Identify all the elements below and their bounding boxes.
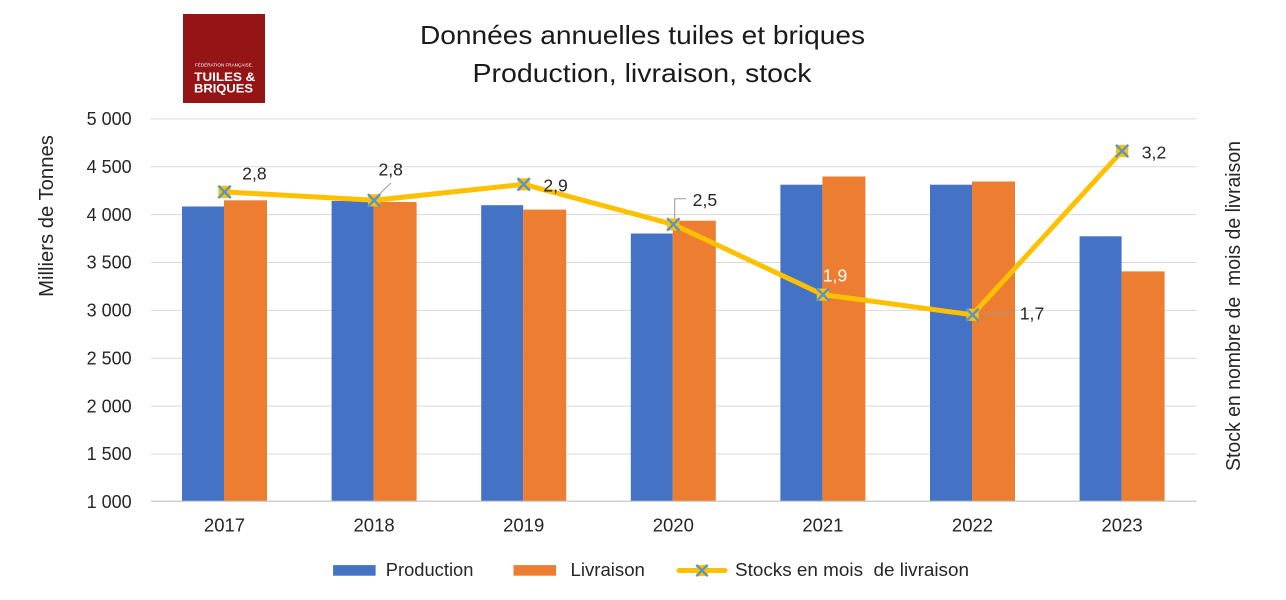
- svg-text:2019: 2019: [503, 515, 544, 536]
- svg-text:2,8: 2,8: [378, 160, 403, 180]
- svg-text:2021: 2021: [802, 515, 843, 536]
- svg-text:FÉDÉRATION FRANÇAISE.: FÉDÉRATION FRANÇAISE.: [195, 62, 253, 68]
- svg-text:2,9: 2,9: [543, 175, 567, 195]
- svg-text:Production: Production: [386, 560, 474, 580]
- svg-text:Stocks en mois de livraison: Stocks en mois de livraison: [735, 560, 969, 580]
- svg-text:1 000: 1 000: [87, 492, 132, 512]
- svg-text:2018: 2018: [354, 515, 395, 536]
- svg-text:TUILES &: TUILES &: [194, 70, 255, 84]
- svg-text:2023: 2023: [1102, 515, 1143, 536]
- svg-text:2,5: 2,5: [693, 190, 718, 210]
- svg-text:BRIQUES: BRIQUES: [194, 82, 253, 96]
- svg-text:2020: 2020: [653, 515, 694, 536]
- svg-text:Milliers de Tonnes: Milliers de Tonnes: [36, 135, 58, 297]
- svg-text:Production, livraison, stock: Production, livraison, stock: [473, 58, 813, 88]
- svg-text:Stock en nombre de mois de li: Stock en nombre de mois de livraison: [1223, 141, 1245, 471]
- svg-text:3 000: 3 000: [87, 301, 132, 321]
- svg-text:5 000: 5 000: [87, 109, 132, 129]
- svg-text:2 500: 2 500: [87, 348, 132, 368]
- svg-text:Données annuelles tuiles et br: Données annuelles tuiles et briques: [420, 20, 865, 50]
- svg-text:2017: 2017: [204, 515, 245, 536]
- svg-text:3,2: 3,2: [1142, 143, 1166, 163]
- svg-text:4 000: 4 000: [87, 205, 132, 225]
- svg-text:2,8: 2,8: [242, 164, 267, 184]
- svg-text:3 500: 3 500: [87, 253, 132, 273]
- svg-text:4 500: 4 500: [87, 157, 132, 177]
- svg-text:2022: 2022: [952, 515, 993, 536]
- svg-text:1,7: 1,7: [1020, 304, 1044, 324]
- svg-text:Livraison: Livraison: [571, 560, 645, 580]
- svg-text:2 000: 2 000: [87, 396, 132, 416]
- svg-text:1,9: 1,9: [823, 265, 847, 285]
- svg-text:1 500: 1 500: [87, 444, 132, 464]
